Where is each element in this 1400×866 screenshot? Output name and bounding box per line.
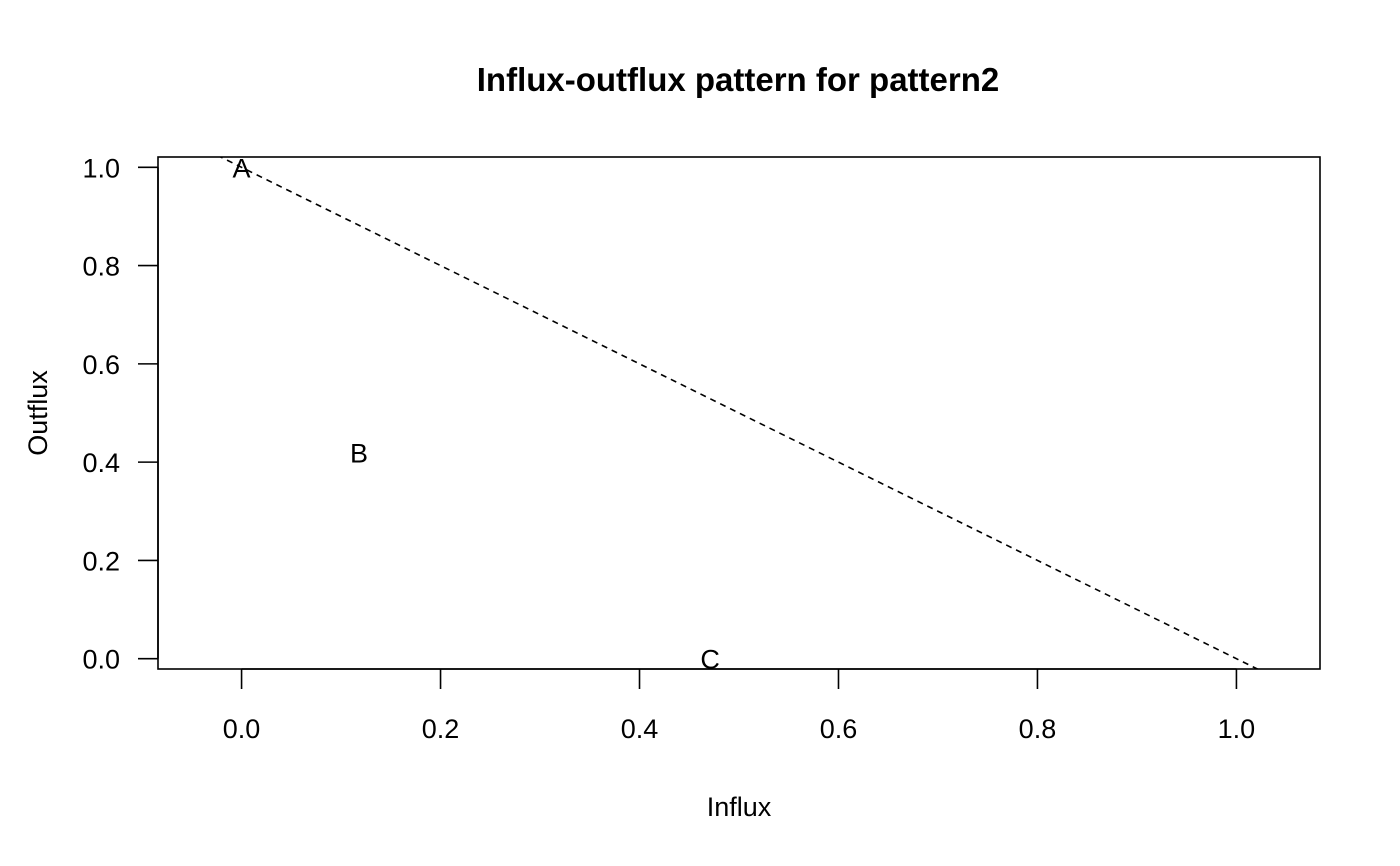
x-axis-title: Influx xyxy=(707,792,772,822)
y-tick-label: 0.4 xyxy=(82,448,120,478)
x-tick-label: 0.6 xyxy=(820,714,858,744)
point-label-b: B xyxy=(350,438,368,468)
chart-title: Influx-outflux pattern for pattern2 xyxy=(477,61,1000,98)
y-tick-label: 0.2 xyxy=(82,546,120,576)
point-label-a: A xyxy=(233,153,251,183)
x-tick-label: 1.0 xyxy=(1218,714,1256,744)
x-axis: 0.0 0.2 0.4 0.6 0.8 1.0 xyxy=(223,668,1256,744)
x-tick-label: 0.8 xyxy=(1019,714,1057,744)
x-tick-label: 0.4 xyxy=(621,714,659,744)
plot-frame xyxy=(157,156,1321,670)
y-tick-label: 0.6 xyxy=(82,350,120,380)
y-tick-label: 1.0 xyxy=(82,153,120,183)
y-axis-title: Outflux xyxy=(23,370,53,456)
y-tick-label: 0.0 xyxy=(82,645,120,675)
y-tick-label: 0.8 xyxy=(82,252,120,282)
x-tick-label: 0.2 xyxy=(422,714,460,744)
plot-area: A B C xyxy=(157,153,1321,675)
reference-line xyxy=(218,157,1260,669)
x-tick-label: 0.0 xyxy=(223,714,261,744)
y-axis: 0.0 0.2 0.4 0.6 0.8 1.0 xyxy=(82,153,159,675)
point-label-c: C xyxy=(700,645,720,675)
